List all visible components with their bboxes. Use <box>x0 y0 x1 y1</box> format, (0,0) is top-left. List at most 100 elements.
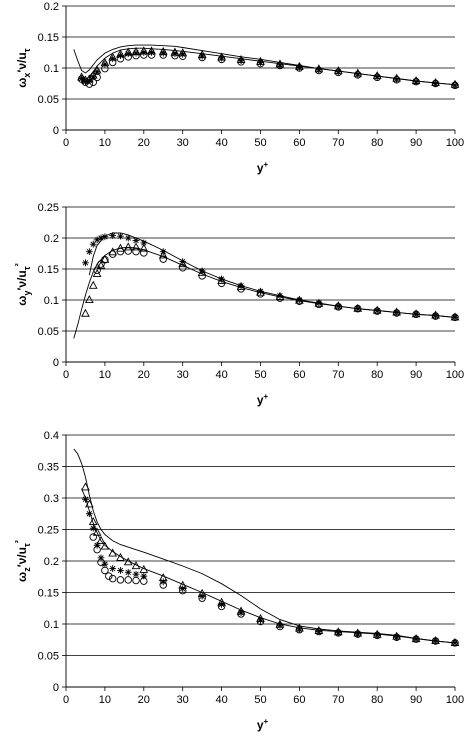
data-point-star <box>117 232 124 240</box>
x-tick-label: 50 <box>254 137 266 149</box>
data-point-circle <box>451 81 459 90</box>
chart-3: 0 0.05 0.1 0.15 0.2 0.25 0.3 0.35 0.4 0 10 20 30 40 50… <box>13 430 464 732</box>
y-tick-label: 0.15 <box>38 264 59 276</box>
x-tick-label: 10 <box>99 694 111 706</box>
y-tick-label: 0.2 <box>44 1 59 13</box>
x-tick-label: 90 <box>410 369 422 381</box>
data-point-circle <box>412 635 420 643</box>
data-point-star <box>257 287 264 295</box>
data-point-star <box>93 236 101 244</box>
data-point-triangle <box>108 548 118 557</box>
data-point-star <box>82 259 89 267</box>
data-point-circle <box>276 61 284 70</box>
series-1-line <box>73 448 456 644</box>
data-point-star <box>97 234 105 242</box>
data-point-circle <box>85 80 94 88</box>
data-point-star <box>218 601 225 608</box>
data-point-star <box>393 75 401 83</box>
y-tick-label: 0 <box>53 125 59 137</box>
data-point-circle <box>116 247 125 256</box>
series-5-circle <box>93 247 459 322</box>
data-point-star <box>412 635 420 643</box>
data-point-star <box>93 541 101 549</box>
data-point-star <box>89 240 97 248</box>
data-point-circle <box>334 629 343 637</box>
data-point-circle <box>256 59 265 68</box>
data-point-triangle <box>84 295 94 304</box>
data-point-star <box>148 49 155 56</box>
data-point-star <box>159 49 167 57</box>
data-point-circle <box>392 309 401 317</box>
x-tick-label: 50 <box>254 694 266 706</box>
data-point-star <box>218 54 225 62</box>
data-point-circle <box>101 255 109 264</box>
data-point-triangle <box>256 287 265 296</box>
data-point-star <box>140 49 148 56</box>
data-point-circle <box>159 51 167 59</box>
data-point-star <box>109 232 117 239</box>
data-point-star <box>82 78 89 86</box>
data-point-star <box>82 495 89 503</box>
data-point-star <box>334 302 342 310</box>
data-point-circle <box>93 545 101 554</box>
x-tick-label: 0 <box>63 694 69 706</box>
data-point-star <box>198 267 206 275</box>
y-axis-title: ωy′ν/uτ² <box>13 263 32 305</box>
series-4-star <box>82 232 459 321</box>
data-point-star <box>237 57 245 64</box>
data-point-circle <box>315 300 323 309</box>
data-point-star <box>140 239 148 247</box>
data-point-triangle <box>100 541 110 550</box>
series-5-circle <box>77 51 459 90</box>
data-point-circle <box>431 637 440 645</box>
data-point-circle <box>412 77 420 86</box>
data-point-star <box>117 567 124 574</box>
data-point-star <box>140 572 148 580</box>
y-tick-label: 0.05 <box>38 651 59 663</box>
data-point-circle <box>354 630 362 638</box>
data-point-circle <box>124 576 132 584</box>
data-point-circle <box>132 247 140 256</box>
data-point-circle <box>412 310 420 319</box>
data-point-star <box>315 628 323 635</box>
x-tick-label: 80 <box>371 694 383 706</box>
x-tick-label: 20 <box>138 137 150 149</box>
data-point-circle <box>392 633 401 641</box>
data-point-star <box>432 637 439 645</box>
data-point-circle <box>256 617 265 626</box>
data-point-circle <box>373 631 381 640</box>
y-tick-label: 0.05 <box>38 326 59 338</box>
data-point-triangle <box>84 499 94 508</box>
data-point-triangle <box>96 535 106 544</box>
data-point-triangle <box>92 527 102 536</box>
y-tick-label: 0.4 <box>44 430 59 442</box>
data-point-star <box>296 63 303 71</box>
x-tick-label: 70 <box>332 694 344 706</box>
data-point-circle <box>147 51 156 59</box>
x-tick-label: 70 <box>332 137 344 149</box>
data-point-circle <box>354 304 362 313</box>
data-point-circle <box>89 533 97 541</box>
data-point-triangle <box>197 267 207 276</box>
data-point-circle <box>276 622 284 631</box>
data-point-circle <box>354 71 362 79</box>
data-point-circle <box>97 558 105 567</box>
x-tick-label: 30 <box>177 137 189 149</box>
data-point-star <box>296 625 303 633</box>
data-point-star <box>393 633 401 641</box>
data-point-triangle <box>139 564 149 573</box>
data-point-triangle <box>123 557 133 566</box>
data-point-circle <box>334 68 343 77</box>
data-point-circle <box>89 78 97 87</box>
series-line <box>81 488 456 644</box>
x-tick-label: 20 <box>138 694 150 706</box>
x-tick-label: 80 <box>371 137 383 149</box>
data-point-circle <box>237 285 245 293</box>
data-point-star <box>132 237 140 244</box>
x-tick-label: 10 <box>99 369 111 381</box>
x-tick-label: 60 <box>293 694 305 706</box>
data-point-star <box>159 248 167 256</box>
data-point-star <box>171 50 179 58</box>
data-point-circle <box>315 66 323 75</box>
data-point-circle <box>217 602 226 611</box>
